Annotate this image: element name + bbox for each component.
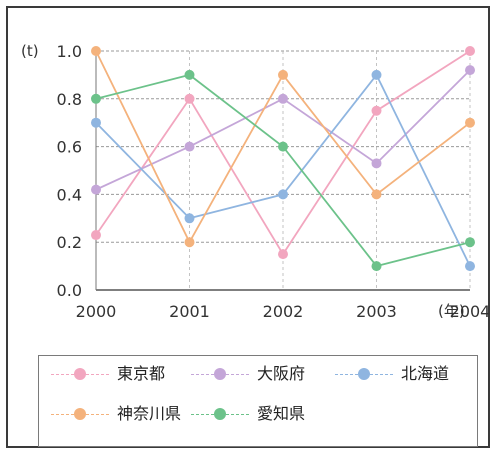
y-tick-label: 0.6 [57,138,82,157]
x-tick-label: 2004 [450,302,491,321]
axis-layer: 0.0 0.2 0.4 0.6 0.8 1.0 2000 2001 2002 2003 2004 [57,42,491,321]
data-point-0-2 [278,249,288,260]
data-point-1-1 [184,141,195,152]
series-layer [91,46,475,272]
y-tick-label: 0.8 [57,90,82,109]
line-chart: 0.0 0.2 0.4 0.6 0.8 1.0 2000 2001 2002 2003 2004 (… [21,42,491,321]
x-tick-label: 2002 [263,302,304,321]
legend-dot-swatch [214,408,226,420]
y-tick-label: 1.0 [57,42,82,61]
data-point-3-0 [91,46,101,56]
data-point-0-3 [371,105,382,116]
data-point-1-2 [278,93,288,104]
y-tick-label: 0.2 [57,233,82,252]
data-point-0-0 [91,230,101,241]
data-point-2-4 [465,261,475,272]
data-point-3-1 [184,237,195,248]
data-point-2-0 [91,117,101,128]
data-point-3-2 [278,69,288,80]
data-point-4-1 [184,69,195,80]
data-point-2-3 [371,69,382,80]
legend-label: 大阪府 [257,364,306,383]
figure-frame: 0.0 0.2 0.4 0.6 0.8 1.0 2000 2001 2002 2003 2004 (… [6,6,490,448]
y-axis-label: (t) [21,42,39,60]
data-point-3-4 [465,117,475,128]
data-point-4-4 [465,237,475,248]
legend-dot-swatch [74,368,86,380]
x-tick-label: 2001 [169,302,210,321]
data-point-4-2 [278,141,288,152]
legend-dot-swatch [358,368,370,380]
data-point-4-0 [91,93,101,104]
data-point-2-1 [184,213,195,224]
x-tick-label: 2003 [356,302,397,321]
legend-label: 東京都 [117,364,166,383]
legend: 東京都 大阪府 北海道神奈川県 愛知県 [38,355,478,447]
data-point-1-0 [91,184,101,195]
legend-dot-swatch [74,408,86,420]
data-point-1-4 [465,65,475,76]
legend-label: 神奈川県 [117,404,182,423]
data-point-3-3 [371,189,382,200]
x-axis-unit-label: (年) [438,302,465,320]
data-point-1-3 [371,158,382,169]
legend-dot-swatch [214,368,226,380]
data-point-0-1 [184,93,195,104]
x-tick-label: 2000 [76,302,117,321]
legend-label: 北海道 [401,364,450,383]
y-tick-label: 0.4 [57,185,82,204]
data-point-4-3 [371,261,382,272]
data-point-0-4 [465,46,475,56]
legend-label: 愛知県 [257,404,306,423]
data-point-2-2 [278,189,288,200]
y-tick-label: 0.0 [57,281,82,300]
